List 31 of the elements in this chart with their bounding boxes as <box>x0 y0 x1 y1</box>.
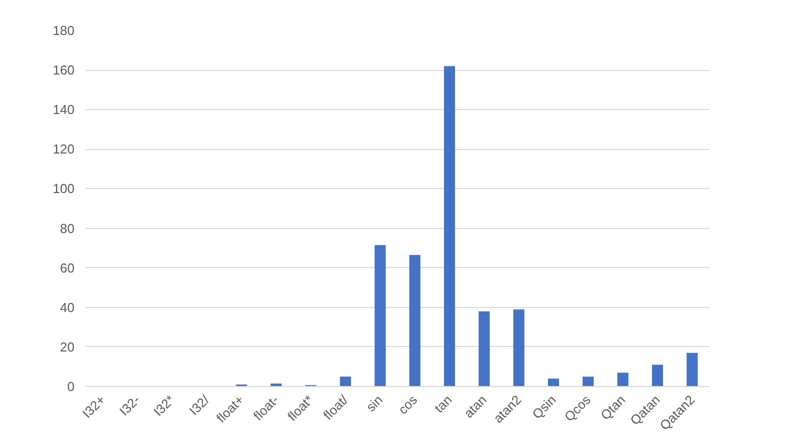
y-tick-label: 140 <box>52 102 75 118</box>
y-tick-label: 100 <box>52 181 75 196</box>
y-tick-label: 120 <box>52 142 75 157</box>
bar <box>340 376 352 386</box>
bar <box>548 378 560 386</box>
y-tick-label: 60 <box>60 260 75 276</box>
x-tick-label: I32+ <box>79 392 108 421</box>
x-tick-label: I32/ <box>186 392 212 418</box>
x-tick-label: Qtan <box>598 392 628 423</box>
y-tick-label: 0 <box>67 379 75 394</box>
x-tick-label: cos <box>395 392 420 418</box>
y-tick-label: 180 <box>52 23 75 38</box>
x-tick-label: I32* <box>150 392 178 420</box>
bar <box>686 352 698 386</box>
bar <box>409 254 420 386</box>
y-tick-label: 20 <box>60 339 75 354</box>
x-tick-label: I32- <box>116 392 143 419</box>
bar <box>478 311 490 386</box>
bar <box>617 372 628 386</box>
bar <box>652 364 664 386</box>
y-tick-label: 160 <box>52 62 75 78</box>
x-tick-label: Qsin <box>529 392 559 422</box>
bar <box>513 309 524 386</box>
bar <box>374 245 386 386</box>
x-tick-label: atan <box>460 392 490 421</box>
x-tick-label: sin <box>363 392 386 415</box>
x-tick-label: tan <box>431 392 455 416</box>
y-tick-label: 40 <box>60 300 75 315</box>
bar <box>582 376 594 386</box>
bar <box>444 66 456 386</box>
y-tick-label: 80 <box>60 220 75 236</box>
